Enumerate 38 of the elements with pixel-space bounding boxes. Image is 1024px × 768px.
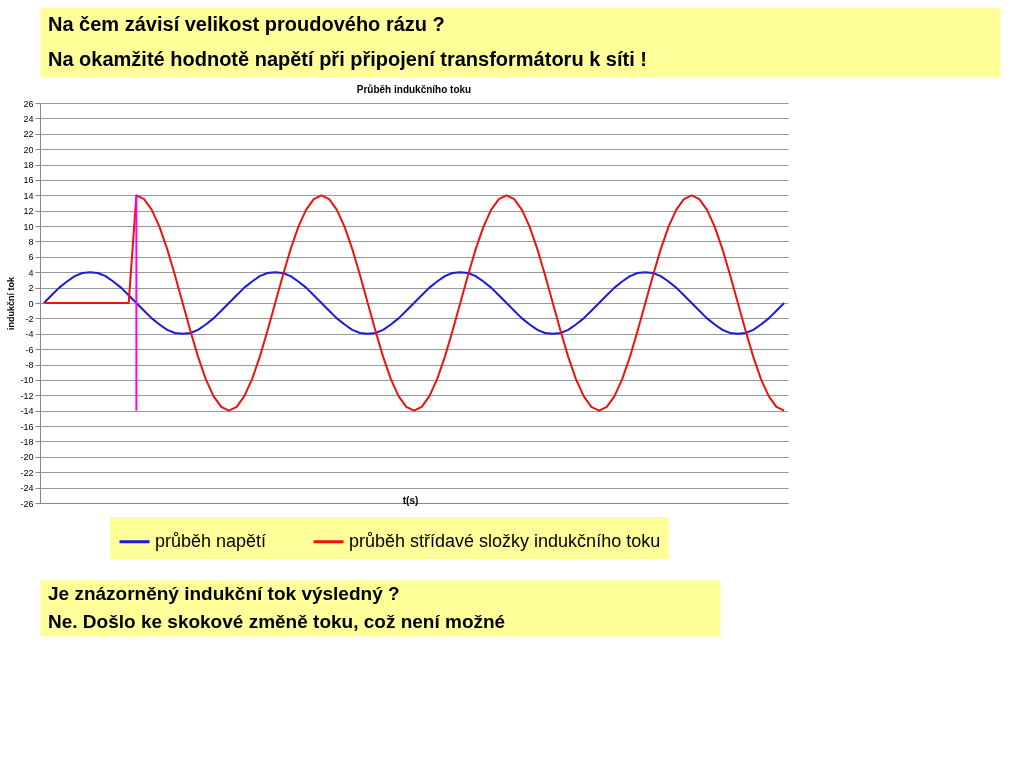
y-tick-label: -16 — [20, 421, 34, 432]
y-tick-label: 16 — [23, 175, 34, 186]
y-tick-label: -22 — [20, 467, 34, 478]
text: Je znázorněný indukční tok výsledný ? — [48, 583, 400, 604]
y-tick-label: 4 — [28, 267, 34, 278]
line-series — [42, 194, 786, 412]
y-tick-label: -2 — [25, 313, 34, 324]
y-tick-label: 22 — [23, 129, 34, 140]
text: Ne. Došlo ke skokové změně toku, což není možné — [48, 611, 506, 632]
y-tick-label: -10 — [20, 375, 34, 386]
y-tick-label: 0 — [28, 298, 34, 309]
y-tick-label: 2 — [28, 283, 34, 294]
y-tick-label: -20 — [20, 452, 34, 463]
chart-title: Průběh indukčního toku — [356, 84, 472, 95]
y-tick-label: -6 — [25, 344, 34, 355]
text: Na okamžité hodnotě napětí při připojení transformátoru k síti ! — [48, 47, 647, 70]
text: Na čem závisí velikost proudového rázu ? — [48, 12, 445, 35]
y-tick-label: -4 — [25, 329, 34, 340]
y-tick-label: 18 — [23, 160, 34, 171]
y-tick-label: 14 — [23, 190, 34, 201]
line-series — [42, 271, 786, 335]
y-tick-label: -18 — [20, 436, 34, 447]
y-axis-title: indukční tok — [6, 276, 17, 331]
legend-label: průběh napětí — [155, 530, 267, 551]
y-tick-label: -26 — [20, 498, 34, 509]
y-tick-label: -12 — [20, 390, 34, 401]
y-tick-label: 10 — [23, 221, 34, 232]
y-tick-label: 26 — [23, 98, 34, 109]
y-tick-label: 6 — [28, 252, 34, 263]
x-axis-title: t(s) — [402, 494, 419, 506]
legend-label: průběh střídavé složky indukčního toku — [349, 530, 661, 551]
y-tick-label: 12 — [23, 206, 34, 217]
y-tick-label: 20 — [23, 144, 34, 155]
y-tick-label: -14 — [20, 406, 34, 417]
y-tick-label: 24 — [23, 113, 34, 124]
y-tick-label: 8 — [28, 236, 34, 247]
y-tick-label: -24 — [20, 483, 34, 494]
y-tick-label: -8 — [25, 360, 34, 371]
